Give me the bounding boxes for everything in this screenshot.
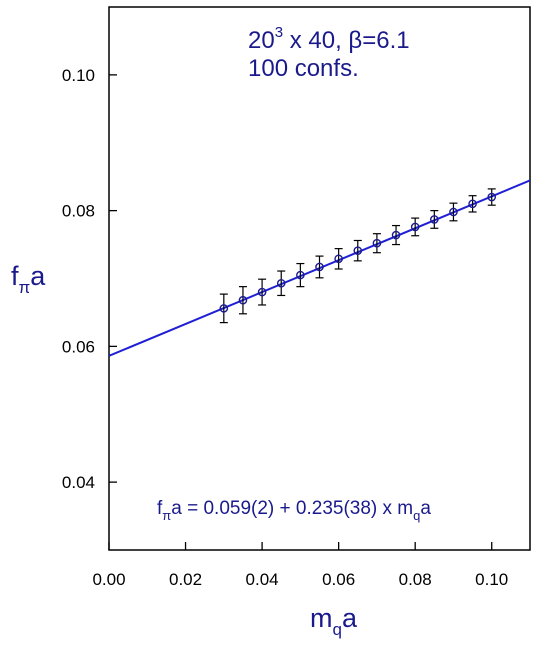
data-point — [430, 210, 439, 229]
x-tick-label: 0.10 — [475, 570, 508, 589]
point-marker — [449, 207, 458, 217]
data-point — [238, 286, 248, 315]
y-axis-ticks: 0.04 0.06 0.08 0.10 — [62, 66, 117, 492]
y-tick-label: 0.04 — [62, 473, 95, 492]
data-point — [276, 270, 286, 297]
annotation-superscript: 3 — [275, 24, 283, 41]
point-marker — [334, 254, 343, 264]
x-tick-label: 0.02 — [169, 570, 202, 589]
annotation-line1: 203 x 40, β=6.1 — [248, 24, 410, 54]
point-marker — [353, 246, 363, 255]
point-marker — [219, 304, 229, 313]
point-marker — [276, 278, 286, 288]
point-marker — [391, 230, 401, 240]
plot-frame — [108, 6, 531, 551]
x-axis-ticks: 0.00 0.02 0.04 0.06 0.08 0.10 — [92, 542, 508, 589]
data-points — [219, 188, 497, 324]
point-marker — [410, 222, 420, 232]
data-point — [372, 233, 382, 254]
data-point — [410, 217, 420, 237]
x-tick-label: 0.04 — [246, 570, 279, 589]
x-tick-label: 0.08 — [399, 570, 432, 589]
point-marker — [238, 295, 248, 305]
data-point — [334, 248, 343, 270]
point-marker — [468, 199, 477, 209]
fit-formula: fπa = 0.059(2) + 0.235(38) x mqa — [157, 498, 431, 523]
point-marker — [315, 262, 324, 272]
data-point — [391, 224, 401, 246]
point-marker — [487, 192, 497, 202]
y-axis-label: fπa — [11, 261, 46, 297]
y-tick-label: 0.10 — [62, 66, 95, 85]
data-point — [315, 255, 324, 279]
data-point — [296, 262, 305, 288]
point-marker — [372, 238, 382, 248]
x-tick-label: 0.06 — [322, 570, 355, 589]
annotation-line2: 100 confs. — [248, 55, 359, 82]
x-tick-label: 0.00 — [92, 570, 125, 589]
data-point — [487, 188, 497, 206]
x-axis-label: mqa — [310, 603, 358, 639]
point-marker — [296, 270, 305, 280]
data-point — [219, 293, 229, 324]
data-point — [257, 278, 267, 306]
data-point — [449, 202, 458, 222]
y-tick-label: 0.06 — [62, 337, 95, 356]
y-tick-label: 0.08 — [62, 202, 95, 221]
data-point — [353, 239, 363, 262]
point-marker — [430, 215, 439, 224]
data-point — [468, 195, 477, 213]
point-marker — [257, 287, 267, 297]
